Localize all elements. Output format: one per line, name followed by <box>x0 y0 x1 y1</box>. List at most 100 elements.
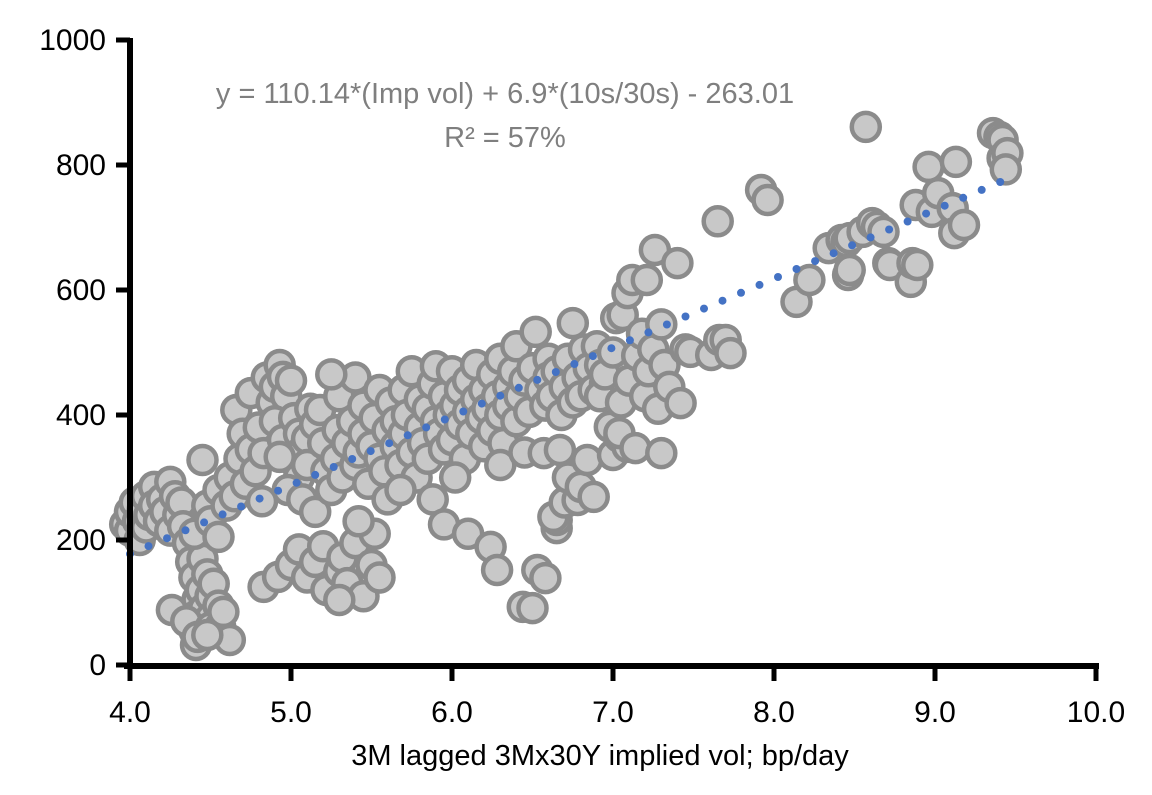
trendline-dot <box>940 201 949 210</box>
trendline-dot <box>144 542 153 551</box>
data-point <box>543 433 577 467</box>
y-tick-label: 1000 <box>39 24 106 57</box>
data-point <box>274 364 308 397</box>
trendline-dot <box>848 241 857 250</box>
trendline-dot <box>533 375 542 384</box>
trendline-dot <box>737 288 745 297</box>
trendline-dot <box>625 336 634 345</box>
data-point <box>664 386 697 420</box>
data-point <box>630 263 664 297</box>
trendline-dot <box>903 217 912 226</box>
data-point <box>989 153 1023 186</box>
r-squared-annotation: R² = 57% <box>444 122 566 154</box>
data-point <box>793 263 826 297</box>
data-point <box>947 208 981 242</box>
trendline-dot <box>607 344 616 353</box>
trendline-dot <box>959 193 968 202</box>
trendline-dot <box>644 328 653 337</box>
data-point <box>323 583 356 617</box>
trendline-dot <box>662 320 671 329</box>
trendline-dot <box>403 431 412 440</box>
data-point <box>901 248 934 282</box>
data-point <box>939 145 973 179</box>
data-point <box>833 253 866 287</box>
scatter-points <box>108 110 1024 662</box>
trendline-dot <box>477 399 486 408</box>
trendline-dot <box>163 534 171 543</box>
data-point <box>556 306 590 340</box>
data-point <box>714 336 747 370</box>
tick-labels: 0 200 400 600 800 1000 4.0 5.0 6.0 7.0 8.0 9.0 10.0 <box>39 24 1125 729</box>
y-tick-label: 800 <box>56 149 106 182</box>
trendline-dot <box>551 368 560 376</box>
trendline-dot <box>255 494 264 503</box>
trendline-dot <box>514 383 523 392</box>
x-tick-label: 10.0 <box>1067 696 1125 729</box>
trendline-dot <box>496 391 505 400</box>
trendline-dot <box>774 273 782 281</box>
data-point <box>516 591 549 625</box>
data-point <box>480 553 514 587</box>
trendline-dot <box>866 233 875 242</box>
trendline-dot <box>829 249 838 258</box>
data-point <box>661 246 694 280</box>
x-tick-label: 5.0 <box>270 696 312 729</box>
data-point <box>363 561 396 594</box>
data-point <box>577 480 610 514</box>
data-point <box>186 443 219 477</box>
data-point <box>384 473 417 507</box>
x-tick-label: 4.0 <box>109 696 151 729</box>
data-point <box>701 205 734 238</box>
trendline-dot <box>588 352 597 361</box>
data-point <box>202 520 235 554</box>
y-tick-label: 200 <box>56 524 106 557</box>
trendline-dot <box>792 265 801 273</box>
trendline-dot <box>681 312 690 321</box>
data-point <box>867 215 900 249</box>
trendline-dot <box>996 178 1005 186</box>
trendline-dot <box>922 209 931 218</box>
trendline-dot <box>885 225 894 234</box>
data-point <box>570 443 604 477</box>
trendline-dot <box>700 304 708 313</box>
data-point <box>438 461 472 494</box>
y-tick-label: 400 <box>56 399 106 432</box>
trendline-dot <box>366 447 375 456</box>
trendline-dot <box>755 280 764 289</box>
axes <box>116 37 1099 681</box>
trendline-dot <box>237 502 246 511</box>
trendline-dot <box>329 463 338 471</box>
regression-equation-annotation: y = 110.14*(Imp vol) + 6.9*(10s/30s) - 2… <box>216 78 794 110</box>
trendline-dot <box>385 439 394 448</box>
trendline-dot <box>200 518 209 527</box>
data-point <box>849 110 883 144</box>
trendline-dot <box>274 486 283 495</box>
trendline-dot <box>348 455 357 463</box>
dotted-trendline <box>126 178 1005 558</box>
x-tick-label: 6.0 <box>431 696 473 729</box>
trendline-dot <box>440 415 449 424</box>
data-point <box>207 595 240 629</box>
x-tick-label: 7.0 <box>592 696 634 729</box>
data-point <box>191 618 224 652</box>
data-point <box>519 315 552 349</box>
trendline-dot <box>181 526 190 535</box>
y-tick-label: 0 <box>89 649 106 682</box>
trendline-dot <box>718 296 727 305</box>
data-point <box>342 505 375 538</box>
trendline-dot <box>459 407 468 416</box>
trendline-dot <box>570 360 579 368</box>
trendline-dot <box>218 510 227 519</box>
data-point <box>298 495 332 529</box>
x-tick-label: 8.0 <box>753 696 795 729</box>
data-point <box>619 431 652 465</box>
trendline-dot <box>422 423 431 432</box>
trendline-dot <box>311 470 320 479</box>
data-point <box>529 561 562 595</box>
data-point <box>645 436 678 470</box>
trendline-dot <box>292 478 301 487</box>
data-point <box>751 183 784 217</box>
trendline-dot <box>811 257 820 266</box>
